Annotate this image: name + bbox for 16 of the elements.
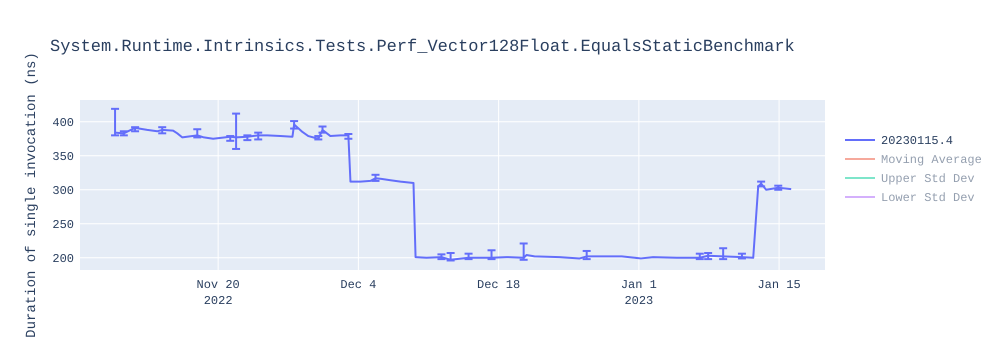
legend-label: 20230115.4: [881, 134, 954, 148]
legend-label: Lower Std Dev: [881, 191, 975, 205]
y-tick-label: 400: [52, 116, 74, 130]
y-tick-label: 200: [52, 252, 74, 266]
x-tick-label: Jan 15: [757, 278, 801, 292]
legend-label: Moving Average: [881, 153, 982, 167]
y-tick-label: 300: [52, 184, 74, 198]
x-tick-label: Dec 4: [340, 278, 376, 292]
legend-label: Upper Std Dev: [881, 172, 975, 186]
x-tick-label: Nov 20 2022: [196, 278, 240, 308]
chart-title: System.Runtime.Intrinsics.Tests.Perf_Vector128Float.EqualsStaticBenchmark: [50, 38, 795, 57]
x-tick-label: Dec 18: [477, 278, 520, 292]
y-tick-label: 250: [52, 218, 74, 232]
y-tick-label: 350: [52, 150, 74, 164]
x-tick-label: Jan 1 2023: [620, 278, 657, 308]
y-axis-title: Duration of single invocation (ns): [24, 52, 40, 338]
